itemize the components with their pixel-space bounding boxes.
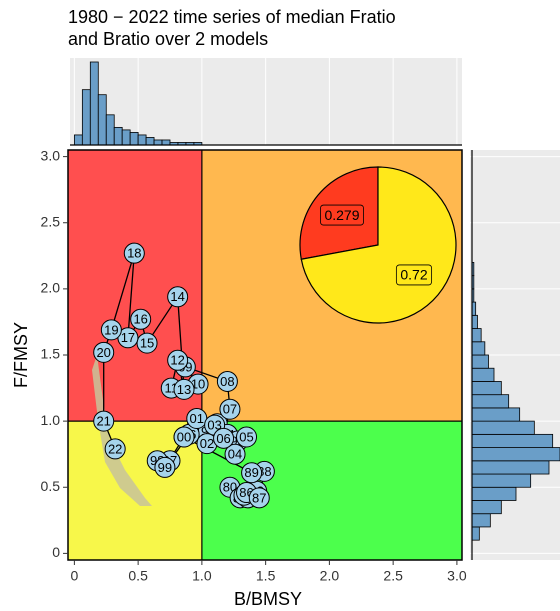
hist-bar [471,367,495,382]
point-label: 10 [191,377,205,392]
point-label: 15 [140,336,154,351]
point [236,426,258,448]
hist-bar [105,114,115,146]
hist-bar [471,513,491,528]
x-tick-label: 2.0 [320,568,340,584]
point [216,370,238,392]
hist-bar [471,341,486,356]
point [248,487,270,509]
hist-bar [73,134,83,146]
point-label: 19 [104,322,118,337]
chart-title: 1980 − 2022 time series of median Fratio [68,7,396,27]
hist-bar [471,328,482,343]
point [100,319,122,341]
point-label: 89 [244,465,258,480]
point [93,341,115,363]
point [173,378,195,400]
hist-bar [153,139,163,146]
x-tick-label: 1.0 [192,568,212,584]
point-label: 12 [170,353,184,368]
point [213,427,235,449]
point-label: 05 [239,429,253,444]
point [104,438,126,460]
y-tick-label: 1.5 [41,346,61,362]
point-label: 03 [207,418,221,433]
pie-label-group: 0.72 [395,264,433,286]
point-label: 02 [200,436,214,451]
pie-label-group: 0.279 [320,204,364,226]
hist-bar [471,460,550,475]
y-axis-title: F/FMSY [11,322,31,388]
point-label: 20 [96,345,110,360]
point [219,398,241,420]
pie-label: 0.72 [400,267,427,283]
point-label: 13 [177,382,191,397]
hist-bar [89,61,99,146]
hist-bar [113,126,123,146]
point [167,286,189,308]
point-label: 08 [220,374,234,389]
hist-bar [471,394,510,409]
x-tick-label: 3.0 [447,568,467,584]
point [173,426,195,448]
y-tick-label: 3.0 [41,147,61,163]
point-label: 14 [170,289,184,304]
point-label: 06 [216,431,230,446]
point-label: 87 [252,490,266,505]
hist-bar [471,486,517,501]
hist-bar [471,354,489,369]
y-tick-label: 2.5 [41,213,61,229]
hist-bar [471,381,502,396]
pie-label: 0.279 [324,207,359,223]
point [224,443,246,465]
point [136,332,158,354]
hist-bar [471,407,521,422]
x-tick-label: 2.5 [383,568,403,584]
point-label: 07 [223,402,237,417]
point [123,242,145,264]
point-label: 01 [190,411,204,426]
y-tick-label: 0 [52,544,60,560]
x-tick-label: 0 [70,568,78,584]
hist-bar [81,89,91,146]
chart-title: and Bratio over 2 models [68,29,268,49]
point [167,349,189,371]
point-label: 00 [177,429,191,444]
point-label: 17 [121,330,135,345]
hist-bar [137,134,147,146]
hist-bar [471,447,560,462]
point [93,410,115,432]
hist-bar [121,129,131,146]
y-tick-label: 0.5 [41,478,61,494]
y-tick-label: 2.0 [41,280,61,296]
point-label: 04 [228,447,242,462]
x-tick-label: 0.5 [128,568,148,584]
hist-bar [129,132,139,146]
point-label: 16 [133,312,147,327]
point-label: 18 [127,246,141,261]
hist-bar [471,526,480,541]
pie-label-box [320,204,364,226]
hist-bar [145,137,155,146]
hist-bar [471,420,535,435]
point-label: 21 [96,414,110,429]
hist-bar [97,94,107,146]
hist-bar [471,433,554,448]
x-tick-label: 1.5 [256,568,276,584]
point-label: 22 [108,441,122,456]
hist-bar [161,139,171,146]
pie-label-box [395,264,433,286]
hist-bar [471,473,532,488]
hist-bar [471,500,502,515]
quadrant-top-left [68,150,202,422]
x-axis-title: B/BMSY [234,589,302,609]
point [241,462,263,484]
point [130,308,152,330]
point-label: 99 [158,460,172,475]
hist-bar [471,314,478,329]
point [154,456,176,478]
y-tick-label: 1.0 [41,412,61,428]
